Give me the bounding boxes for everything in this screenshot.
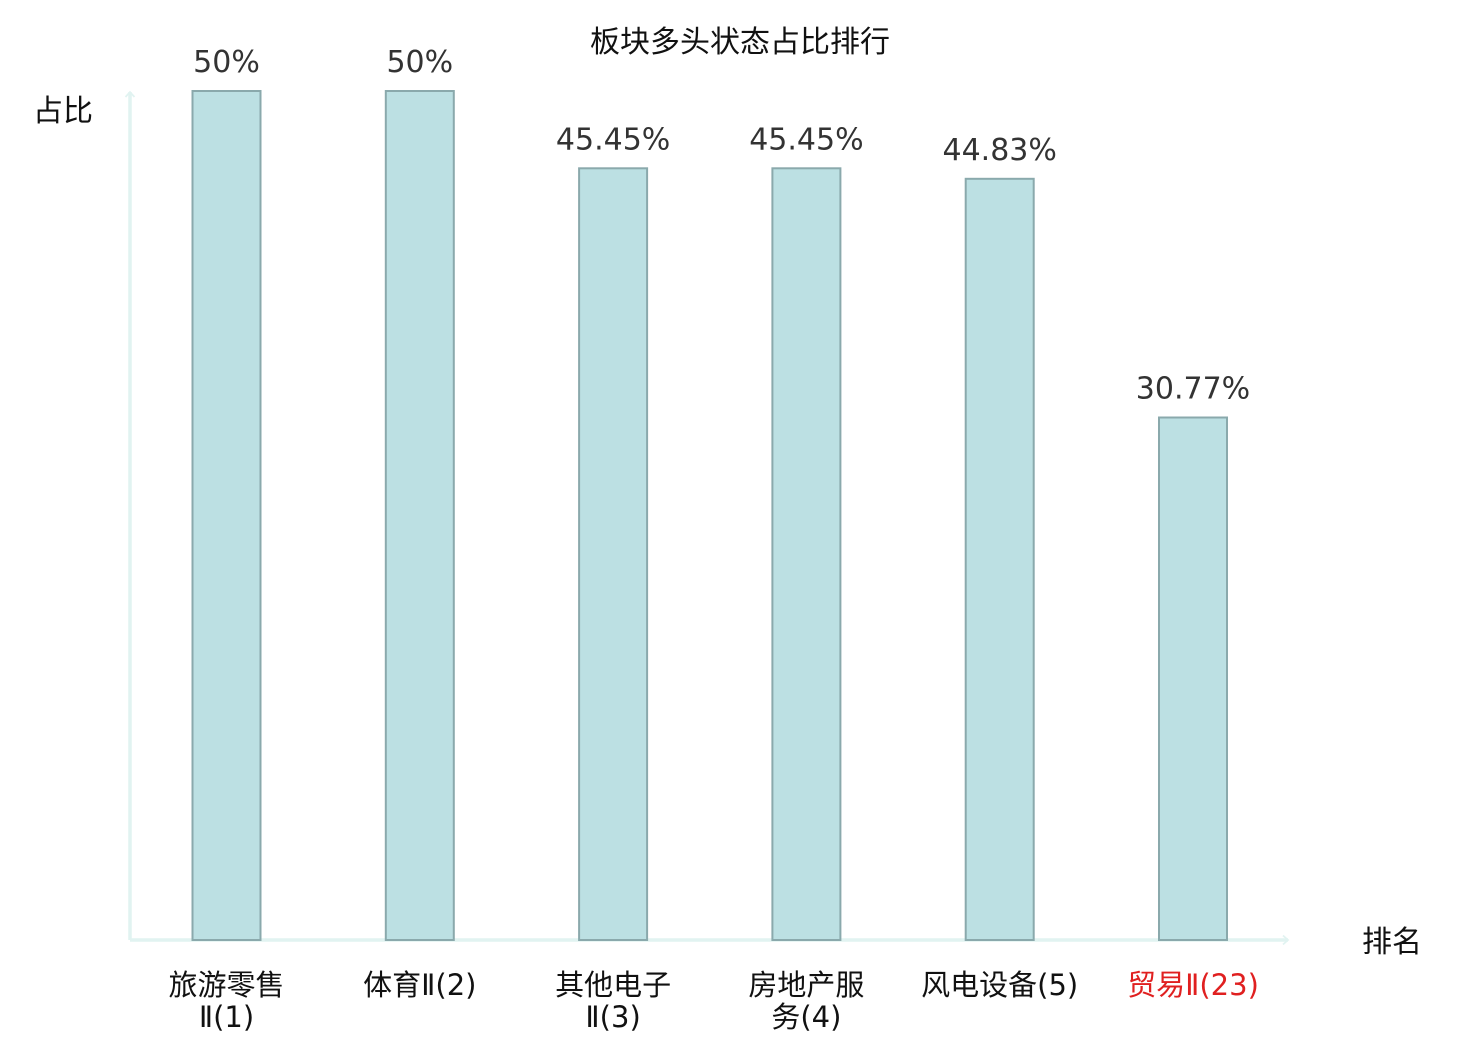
bar-value-label: 44.83%	[943, 133, 1057, 168]
category-label: 房地产服	[748, 968, 864, 1002]
bar	[578, 167, 649, 942]
bar-value-label: 50%	[193, 45, 260, 80]
category-label: 其他电子	[555, 968, 671, 1002]
bar-value-label: 45.45%	[556, 122, 670, 157]
category-label: 体育Ⅱ(2)	[363, 968, 476, 1002]
bar-value-label: 30.77%	[1136, 372, 1250, 407]
bar-value-label: 50%	[386, 45, 453, 80]
bar	[384, 90, 455, 941]
category-label: 务(4)	[771, 1000, 841, 1034]
category-label: 风电设备(5)	[921, 968, 1078, 1002]
category-label: 旅游零售	[168, 968, 284, 1002]
category-label: Ⅱ(3)	[585, 1000, 640, 1034]
bar	[964, 177, 1035, 942]
bars-group	[191, 90, 1228, 942]
value-labels-group: 50% 50% 45.45% 45.45% 44.83% 30.77%	[193, 45, 1250, 407]
bar	[191, 90, 262, 941]
y-axis-label: 占比	[33, 94, 93, 129]
category-label: 贸易Ⅱ(23)	[1127, 968, 1259, 1002]
bar	[771, 167, 842, 942]
bar-value-label: 45.45%	[749, 122, 863, 157]
category-label: Ⅱ(1)	[199, 1000, 254, 1034]
bar	[1158, 416, 1228, 941]
chart-title: 板块多头状态占比排行	[590, 25, 890, 60]
x-axis-label: 排名	[1362, 925, 1422, 960]
